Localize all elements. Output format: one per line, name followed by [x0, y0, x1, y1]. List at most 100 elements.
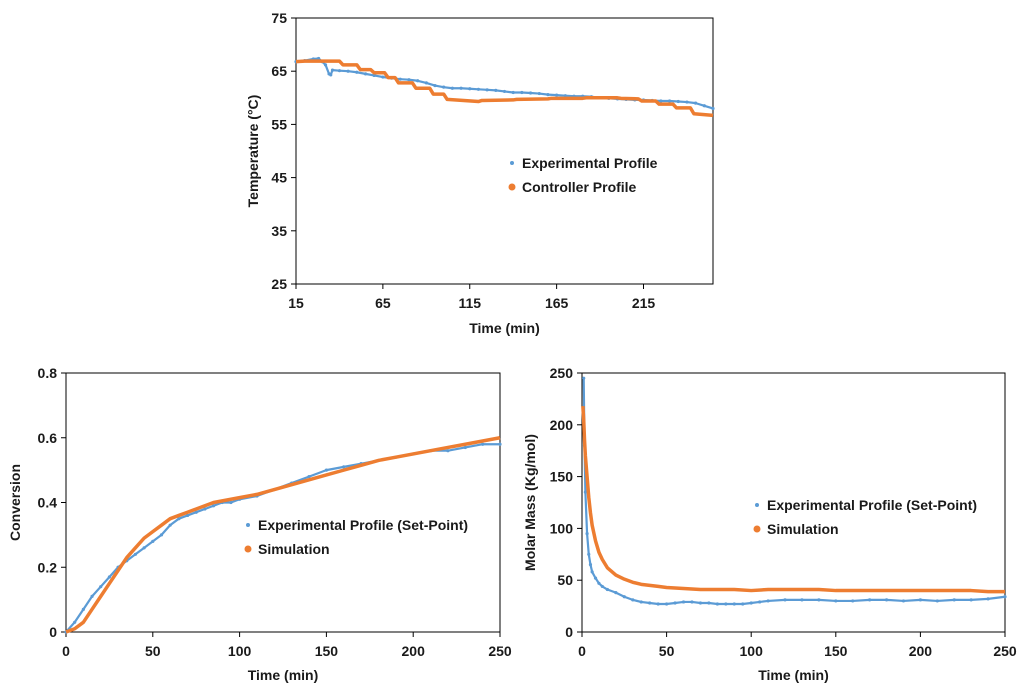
- data-point: [656, 602, 660, 606]
- x-tick-label: 65: [375, 295, 391, 311]
- y-tick-label: 0.4: [38, 495, 58, 511]
- series-trace: [582, 378, 1006, 606]
- data-point: [901, 599, 906, 603]
- legend-entry: Simulation: [767, 521, 839, 537]
- legend-marker: [246, 523, 250, 527]
- legend-marker: [510, 161, 514, 165]
- y-tick-label: 50: [557, 572, 573, 588]
- y-tick-label: 0: [565, 624, 573, 640]
- legend-marker: [755, 503, 759, 507]
- data-point: [407, 78, 411, 82]
- data-point: [758, 600, 762, 604]
- data-point: [194, 510, 198, 514]
- y-tick-label: 65: [271, 63, 287, 79]
- data-point: [834, 599, 838, 603]
- y-tick-label: 0.8: [38, 365, 58, 381]
- data-point: [520, 90, 524, 95]
- data-point: [711, 106, 715, 111]
- y-tick-label: 35: [271, 223, 287, 239]
- y-axis-title: Molar Mass (Kg/mol): [522, 434, 538, 571]
- x-tick-label: 50: [659, 643, 675, 659]
- data-point: [546, 93, 550, 97]
- y-tick-label: 45: [271, 170, 287, 186]
- y-tick-label: 150: [550, 469, 574, 485]
- data-point: [868, 598, 872, 602]
- data-point: [817, 598, 821, 602]
- data-point: [424, 81, 428, 85]
- x-tick-label: 215: [632, 295, 656, 311]
- data-point: [381, 75, 385, 79]
- x-tick-label: 0: [578, 643, 586, 659]
- data-point: [81, 607, 85, 611]
- data-point: [485, 88, 489, 92]
- x-tick-label: 165: [545, 295, 569, 311]
- data-point: [346, 69, 350, 73]
- x-tick-label: 100: [740, 643, 764, 659]
- data-point: [690, 600, 694, 604]
- data-point: [605, 587, 609, 592]
- data-point: [459, 86, 463, 90]
- y-tick-label: 0.2: [38, 559, 58, 575]
- data-point: [766, 599, 770, 603]
- data-point: [665, 602, 669, 606]
- series-trace: [65, 443, 500, 633]
- molar-mass-chart: 0 50 100 150 200 250 0 50 100 150 200 250 Time (min)…: [522, 365, 1017, 683]
- data-point: [502, 89, 507, 94]
- data-point: [329, 73, 333, 77]
- data-point: [446, 449, 450, 453]
- data-point: [685, 100, 689, 104]
- data-point: [583, 490, 587, 494]
- legend-marker: [244, 545, 252, 553]
- plot-frame: [581, 372, 1006, 633]
- data-point: [732, 602, 736, 606]
- legend-entry: Controller Profile: [522, 179, 637, 195]
- data-point: [363, 72, 368, 76]
- data-point: [337, 69, 342, 73]
- data-point: [433, 83, 437, 88]
- data-point: [316, 56, 321, 61]
- data-point: [185, 513, 190, 518]
- data-point: [73, 620, 77, 624]
- data-point: [724, 602, 728, 606]
- data-point: [324, 468, 328, 472]
- y-tick-label: 25: [271, 276, 287, 292]
- x-tick-label: 150: [315, 643, 339, 659]
- data-point: [355, 70, 359, 74]
- data-point: [587, 552, 591, 556]
- data-point: [918, 598, 923, 602]
- data-point: [463, 445, 467, 450]
- data-point: [783, 598, 787, 602]
- series-0: [64, 442, 502, 634]
- series-line: [295, 59, 714, 118]
- legend-entry: Simulation: [258, 541, 330, 557]
- data-point: [307, 475, 311, 479]
- data-point: [952, 598, 956, 602]
- data-point: [511, 90, 515, 95]
- legend: Experimental Profile Controller Profile: [508, 155, 658, 195]
- data-point: [442, 85, 446, 89]
- x-tick-label: 150: [824, 643, 848, 659]
- data-point: [528, 91, 533, 95]
- y-tick-label: 55: [271, 116, 287, 132]
- legend-entry: Experimental Profile (Set-Point): [767, 497, 977, 513]
- y-axis-title: Conversion: [7, 464, 23, 541]
- series-1: [295, 59, 714, 118]
- data-point: [597, 581, 601, 585]
- y-tick-label: 200: [550, 417, 574, 433]
- data-point: [476, 87, 481, 91]
- legend-entry: Experimental Profile (Set-Point): [258, 517, 468, 533]
- data-point: [588, 563, 593, 567]
- data-point: [142, 546, 146, 550]
- data-point: [600, 584, 604, 589]
- data-point: [667, 99, 672, 103]
- y-tick-label: 0.6: [38, 430, 58, 446]
- y-tick-label: 250: [550, 365, 574, 381]
- data-point: [707, 601, 711, 605]
- legend-marker: [753, 525, 761, 533]
- y-tick-label: 75: [271, 10, 287, 26]
- x-tick-label: 200: [402, 643, 426, 659]
- data-point: [590, 570, 594, 574]
- data-point: [107, 575, 111, 579]
- data-point: [749, 601, 753, 605]
